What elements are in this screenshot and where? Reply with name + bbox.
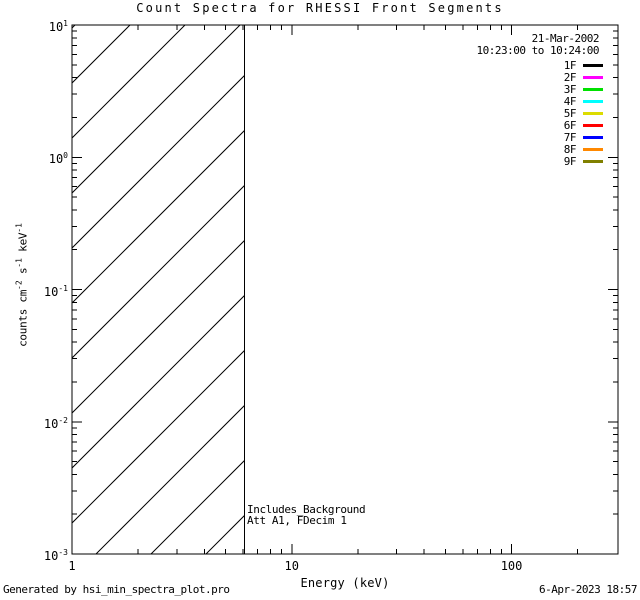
hatch-line bbox=[72, 129, 245, 304]
legend-date: 21-Mar-2002 bbox=[531, 32, 600, 45]
legend-color-swatch bbox=[583, 76, 603, 80]
y-tick-label: 10-2 bbox=[43, 415, 68, 431]
legend-color-swatch bbox=[583, 112, 603, 115]
note-includes-background: Includes_Background bbox=[247, 503, 366, 516]
legend-color-swatch bbox=[583, 123, 603, 127]
legend-entry-label: 2F bbox=[563, 71, 577, 85]
legend-entry-label: 4F bbox=[563, 95, 577, 109]
legend-color-swatch bbox=[583, 135, 603, 139]
legend-color-swatch bbox=[583, 147, 603, 151]
legend-time-range: 10:23:00 to 10:24:00 bbox=[476, 44, 600, 57]
hatch-line bbox=[72, 74, 245, 249]
legend-color-swatch bbox=[583, 100, 603, 104]
legend-entry-label: 7F bbox=[563, 130, 577, 144]
legend-entry: 1F bbox=[477, 59, 603, 73]
legend-color-swatch bbox=[583, 64, 603, 68]
chart-title: Count Spectra for RHESSI Front Segments bbox=[136, 1, 504, 15]
hatch-line bbox=[150, 459, 245, 554]
hatch-line bbox=[72, 25, 241, 194]
y-tick-label: 10-1 bbox=[43, 283, 68, 299]
hatch-line bbox=[72, 25, 76, 29]
legend-entry: 4F bbox=[477, 95, 603, 109]
hatch-line bbox=[72, 294, 245, 469]
legend-entry-label: 3F bbox=[563, 83, 577, 97]
legend-color-swatch bbox=[583, 88, 603, 92]
legend-entry-label: 1F bbox=[563, 59, 577, 73]
legend-entry: 5F bbox=[477, 107, 603, 121]
hatch-line bbox=[72, 25, 186, 139]
hatch-line bbox=[95, 404, 245, 554]
generated-by-text: Generated by hsi_min_spectra_plot.pro bbox=[3, 583, 230, 596]
legend-entry-label: 5F bbox=[563, 107, 577, 121]
legend-color-swatch bbox=[583, 159, 603, 163]
render-timestamp: 6-Apr-2023 18:57 bbox=[539, 583, 637, 596]
hatch-line bbox=[72, 184, 245, 359]
hatch-line bbox=[72, 25, 131, 84]
legend-entry: 7F bbox=[477, 130, 603, 144]
legend-entry-label: 6F bbox=[563, 118, 577, 132]
legend-entry-label: 9F bbox=[563, 154, 577, 168]
x-axis-label: Energy (keV) bbox=[300, 576, 390, 590]
x-tick-label: 100 bbox=[500, 559, 523, 573]
plot-note: Includes_Background Att A1, FDecim 1 bbox=[247, 503, 366, 527]
legend-entry: 6F bbox=[477, 118, 603, 132]
legend-entry-label: 8F bbox=[563, 142, 577, 156]
y-tick-label: 101 bbox=[48, 19, 68, 34]
note-attenuator-state: Att A1, FDecim 1 bbox=[247, 514, 347, 527]
legend: 21-Mar-2002 10:23:00 to 10:24:00 1F 2F 3F 4… bbox=[476, 32, 603, 168]
y-tick-label: 10-3 bbox=[43, 548, 68, 563]
hatch-line bbox=[72, 349, 245, 524]
hatch-pattern bbox=[72, 25, 245, 554]
legend-entry: 3F bbox=[477, 83, 603, 97]
y-tick-label: 100 bbox=[48, 151, 68, 167]
hatch-line bbox=[205, 514, 245, 554]
legend-entry: 2F bbox=[477, 71, 603, 85]
legend-entry: 8F bbox=[477, 142, 603, 156]
axis-ticks bbox=[72, 25, 618, 554]
x-tick-label: 10 bbox=[284, 559, 299, 573]
legend-entry: 9F bbox=[477, 154, 603, 168]
hatch-line bbox=[72, 239, 245, 414]
legend-entries: 1F 2F 3F 4F 5F 6F 7F 8F 9F bbox=[477, 59, 603, 168]
x-tick-label: 1 bbox=[68, 559, 76, 573]
